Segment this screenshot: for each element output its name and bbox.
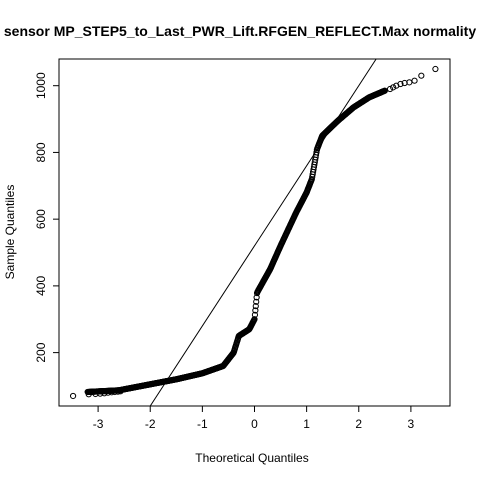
y-tick-label: 400 (34, 276, 48, 296)
x-tick-label: 1 (303, 417, 310, 431)
reference-line (149, 58, 377, 407)
y-tick-label: 200 (34, 342, 48, 362)
y-tick-label: 1000 (34, 72, 48, 99)
data-point (108, 389, 115, 396)
x-tick-label: 0 (251, 417, 258, 431)
data-point (104, 389, 112, 396)
data-point (418, 72, 425, 79)
y-axis: 200 400 600 800 1000 (34, 72, 59, 363)
data-point (252, 307, 259, 314)
data-point (117, 388, 124, 395)
data-point (251, 311, 259, 318)
y-tick-label: 800 (34, 142, 48, 162)
x-tick-label: 3 (408, 417, 415, 431)
x-axis-label: Theoretical Quantiles (195, 451, 308, 465)
data-point (114, 388, 122, 395)
x-tick-label: 2 (355, 417, 362, 431)
x-tick-label: -2 (145, 417, 156, 431)
data-point (85, 391, 92, 398)
y-axis-label: Sample Quantiles (3, 185, 17, 280)
x-axis: -3 -2 -1 0 1 2 3 (93, 406, 415, 431)
data-point (390, 84, 397, 91)
data-point (111, 388, 118, 396)
y-tick-label: 600 (34, 209, 48, 229)
data-point (397, 80, 404, 88)
data-point (386, 85, 394, 93)
data-point (97, 390, 104, 397)
data-point (253, 298, 260, 305)
data-point (432, 65, 439, 73)
data-point (251, 316, 258, 323)
data-point (101, 390, 108, 397)
data-points (69, 65, 439, 400)
x-tick-label: -1 (197, 417, 208, 431)
data-point (411, 77, 418, 84)
data-point (381, 87, 388, 94)
plot-frame (58, 58, 451, 407)
data-point (252, 303, 259, 310)
data-point (69, 392, 77, 400)
x-tick-label: -3 (93, 417, 104, 431)
chart-title: sensor MP_STEP5_to_Last_PWR_Lift.RFGEN_R… (4, 23, 476, 39)
